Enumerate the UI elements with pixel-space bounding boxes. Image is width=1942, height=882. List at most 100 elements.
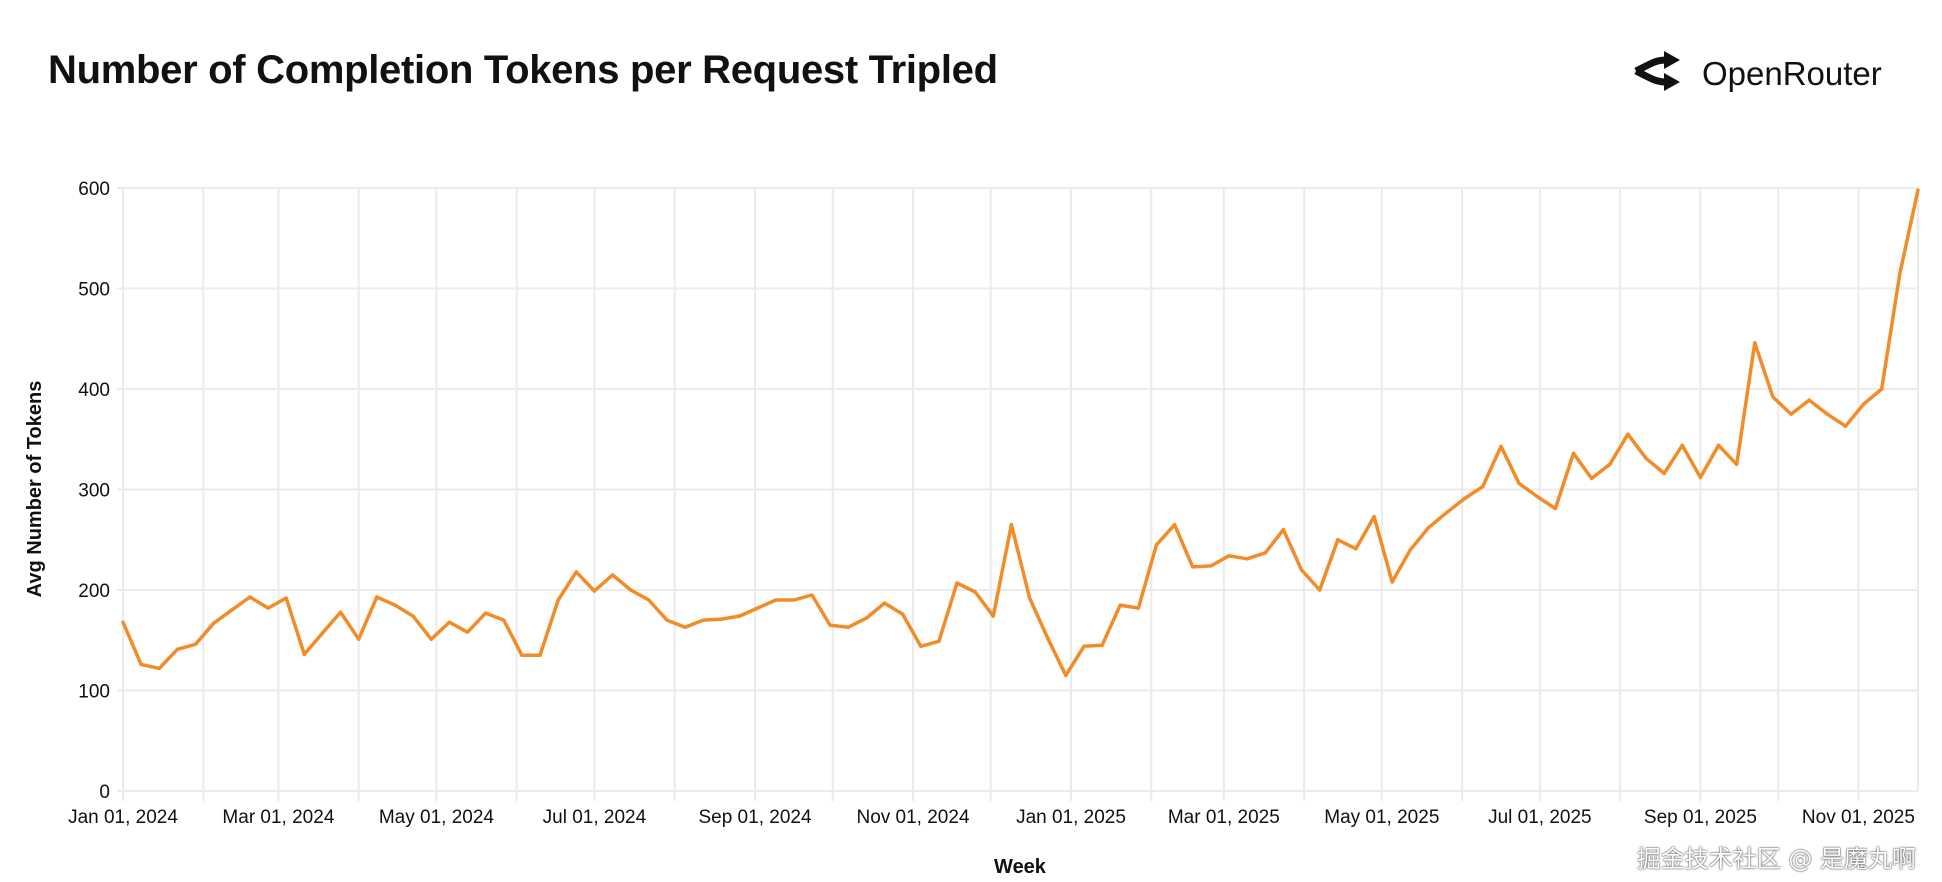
data-point bbox=[774, 598, 778, 602]
data-point bbox=[846, 625, 850, 629]
data-point bbox=[411, 614, 415, 618]
gridlines bbox=[117, 187, 1919, 801]
data-point bbox=[1390, 580, 1394, 584]
data-point bbox=[230, 608, 234, 612]
brand-logo: OpenRouter bbox=[1632, 50, 1882, 97]
data-point bbox=[1444, 510, 1449, 515]
data-point bbox=[447, 620, 452, 624]
data-point bbox=[302, 652, 307, 657]
data-point bbox=[755, 606, 760, 610]
data-point bbox=[1771, 395, 1775, 399]
data-point bbox=[665, 618, 669, 622]
data-point bbox=[320, 631, 325, 635]
data-point bbox=[937, 639, 941, 643]
data-point bbox=[1263, 551, 1267, 555]
data-point bbox=[1172, 522, 1177, 527]
data-point bbox=[1100, 643, 1104, 647]
data-point bbox=[1589, 476, 1594, 481]
data-point bbox=[1880, 387, 1884, 391]
data-point bbox=[1734, 462, 1739, 467]
y-tick-label: 400 bbox=[78, 380, 110, 401]
data-point bbox=[1644, 456, 1648, 461]
data-point bbox=[1027, 596, 1032, 600]
data-point bbox=[1843, 424, 1848, 428]
data-point bbox=[1481, 484, 1485, 489]
data-point bbox=[1807, 398, 1811, 402]
data-point bbox=[1553, 506, 1558, 511]
data-point bbox=[139, 662, 143, 667]
x-tick-label: Mar 01, 2025 bbox=[1168, 807, 1280, 828]
data-point bbox=[266, 606, 270, 610]
data-point bbox=[1317, 588, 1322, 592]
data-point bbox=[483, 611, 488, 615]
x-axis-ticks: Jan 01, 2024 Mar 01, 2024 May 01, 2024 Jul … bbox=[68, 807, 1915, 828]
brand-name: OpenRouter bbox=[1702, 54, 1882, 92]
data-point bbox=[973, 590, 977, 594]
data-point bbox=[375, 595, 379, 599]
data-point bbox=[1064, 673, 1068, 678]
data-point bbox=[1281, 528, 1286, 532]
x-tick-label: Mar 01, 2024 bbox=[222, 807, 334, 828]
data-point bbox=[882, 601, 887, 605]
data-point bbox=[520, 653, 524, 658]
series-line bbox=[121, 189, 1920, 678]
data-point bbox=[810, 593, 814, 597]
x-tick-label: Nov 01, 2025 bbox=[1802, 807, 1915, 828]
data-point bbox=[193, 642, 198, 646]
data-point bbox=[157, 666, 161, 671]
x-tick-label: May 01, 2024 bbox=[379, 807, 495, 828]
x-tick-label: Nov 01, 2024 bbox=[856, 807, 969, 828]
y-axis-title: Avg Number of Tokens bbox=[24, 381, 46, 598]
data-point bbox=[1408, 548, 1413, 552]
data-point bbox=[1009, 522, 1014, 527]
data-point bbox=[248, 595, 252, 599]
data-point bbox=[1245, 557, 1249, 561]
data-point bbox=[1426, 525, 1431, 530]
data-point bbox=[1336, 538, 1340, 542]
data-point bbox=[701, 618, 705, 622]
data-point bbox=[1535, 494, 1539, 499]
data-point bbox=[338, 610, 343, 614]
data-point bbox=[211, 621, 216, 625]
data-point bbox=[1354, 547, 1358, 551]
data-point bbox=[429, 637, 433, 641]
data-point bbox=[284, 596, 288, 600]
data-point bbox=[1680, 443, 1684, 447]
data-point bbox=[1499, 444, 1503, 448]
y-tick-label: 500 bbox=[78, 280, 110, 301]
x-tick-label: Jul 01, 2024 bbox=[543, 807, 647, 828]
data-point bbox=[538, 653, 542, 658]
data-point bbox=[919, 644, 923, 648]
data-point bbox=[1517, 481, 1521, 486]
data-point bbox=[556, 598, 560, 602]
data-point bbox=[1191, 565, 1195, 569]
data-point bbox=[737, 614, 742, 618]
data-point bbox=[1916, 188, 1920, 192]
data-point bbox=[1299, 568, 1304, 572]
x-tick-label: Sep 01, 2024 bbox=[698, 807, 811, 828]
data-point bbox=[1861, 402, 1866, 406]
data-point bbox=[1789, 412, 1793, 416]
data-point bbox=[610, 573, 615, 577]
data-point bbox=[719, 617, 724, 621]
data-point bbox=[628, 588, 633, 592]
x-tick-label: Jan 01, 2024 bbox=[68, 807, 178, 828]
data-point bbox=[357, 637, 361, 641]
data-point bbox=[647, 598, 651, 602]
data-point bbox=[792, 598, 796, 602]
data-point bbox=[1662, 471, 1666, 476]
data-point bbox=[1626, 432, 1630, 436]
data-points bbox=[121, 188, 1920, 678]
data-point bbox=[1608, 462, 1612, 467]
data-point bbox=[900, 612, 905, 616]
data-point bbox=[1571, 451, 1576, 456]
data-point bbox=[1227, 554, 1231, 558]
data-point bbox=[1154, 543, 1159, 547]
data-point bbox=[991, 614, 996, 618]
x-tick-label: May 01, 2025 bbox=[1324, 807, 1439, 828]
x-tick-label: Sep 01, 2025 bbox=[1644, 807, 1757, 828]
data-point bbox=[1898, 271, 1902, 276]
data-point bbox=[175, 647, 180, 651]
data-point bbox=[1753, 341, 1757, 345]
